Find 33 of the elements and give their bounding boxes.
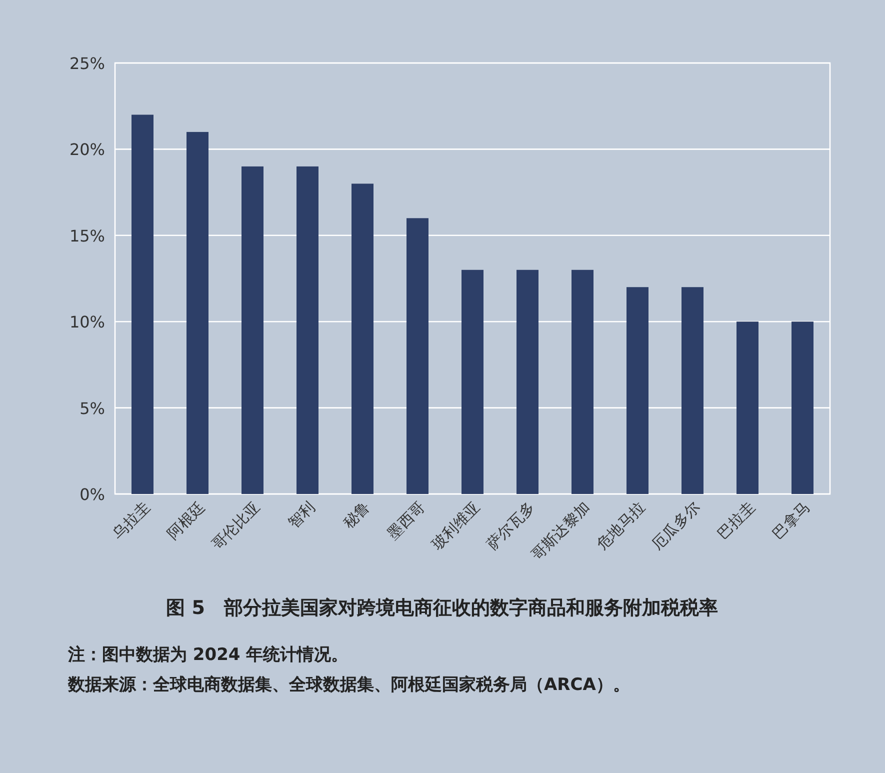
bar xyxy=(462,270,484,494)
x-tick-label: 玻利维亚 xyxy=(428,498,484,554)
x-tick-label: 乌拉圭 xyxy=(108,498,154,543)
x-tick-label: 阿根廷 xyxy=(164,498,208,543)
text: 注：图中数据为 2024 年统计情况。 xyxy=(68,644,350,667)
text: 图 5 部分拉美国家对跨境电商征收的数字商品和服务附加税税率 xyxy=(166,597,718,619)
y-tick-label: 10% xyxy=(69,312,105,332)
bar xyxy=(572,270,594,494)
bar xyxy=(352,184,374,494)
y-tick-label: 25% xyxy=(69,54,105,73)
bar xyxy=(682,287,704,494)
bar xyxy=(736,322,758,494)
source-note: 数据来源：全球电商数据集、全球数据集、阿根廷国家税务局（ARCA）。 xyxy=(68,674,631,697)
x-tick-label: 智利 xyxy=(284,498,318,532)
bar xyxy=(132,114,154,494)
x-tick-label: 危地马拉 xyxy=(593,498,648,554)
x-tick-label: 墨西哥 xyxy=(384,498,428,543)
y-tick-label: 20% xyxy=(69,140,105,160)
bar xyxy=(296,166,318,494)
y-tick-label: 15% xyxy=(69,226,105,246)
x-tick-label: 巴拿马 xyxy=(768,498,814,543)
bar xyxy=(792,322,814,494)
bar xyxy=(626,287,648,494)
bar xyxy=(516,270,538,494)
bar xyxy=(406,218,428,494)
bar xyxy=(186,132,208,494)
bar xyxy=(242,166,264,494)
y-tick-label: 0% xyxy=(80,485,105,504)
y-tick-label: 5% xyxy=(80,398,105,418)
x-tick-label: 巴拉圭 xyxy=(714,498,758,543)
x-tick-label: 哥伦比亚 xyxy=(208,498,264,554)
x-tick-label: 秘鲁 xyxy=(339,498,374,532)
x-tick-label: 厄瓜多尔 xyxy=(648,498,704,554)
